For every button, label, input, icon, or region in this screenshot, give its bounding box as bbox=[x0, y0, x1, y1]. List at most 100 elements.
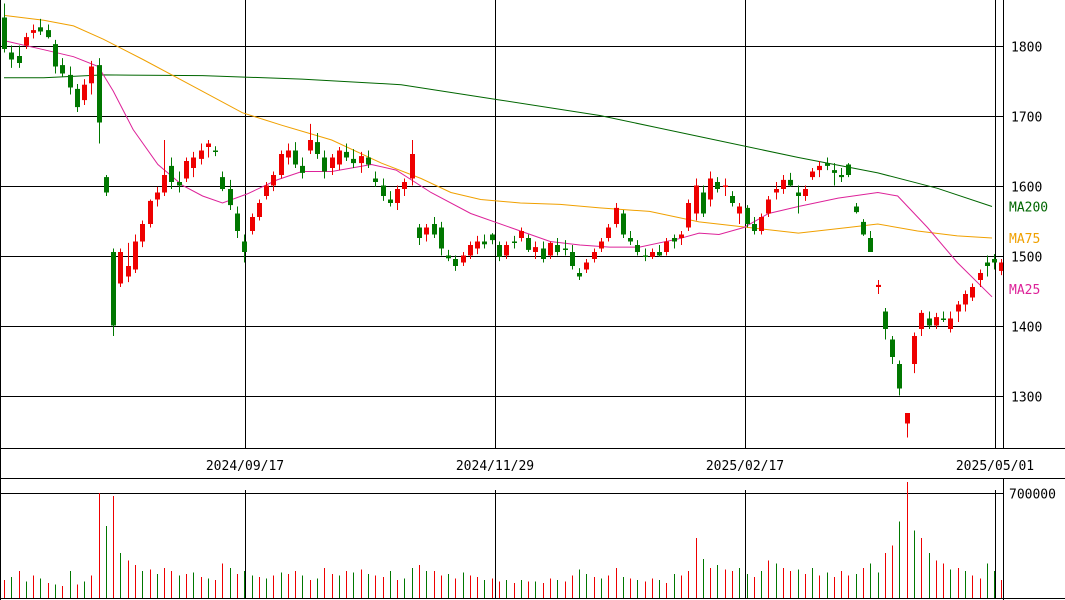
candle bbox=[111, 248, 116, 336]
candle bbox=[592, 248, 597, 263]
candle-body bbox=[257, 203, 262, 217]
candle bbox=[453, 255, 458, 271]
candle-body bbox=[934, 317, 939, 326]
candle-body bbox=[177, 182, 182, 186]
candle-body bbox=[599, 241, 604, 249]
candle-body bbox=[745, 207, 750, 224]
price-tick-label: 1300 bbox=[1011, 391, 1042, 406]
candle-body bbox=[628, 238, 633, 242]
candle-body bbox=[330, 157, 335, 168]
candle bbox=[402, 178, 407, 196]
candle bbox=[941, 311, 946, 322]
candle bbox=[657, 245, 662, 257]
candle-body bbox=[410, 154, 415, 179]
candle-body bbox=[803, 189, 808, 196]
candle-body bbox=[140, 224, 145, 242]
candle bbox=[235, 206, 240, 238]
candle bbox=[927, 311, 932, 329]
candle bbox=[344, 143, 349, 161]
candle bbox=[388, 191, 393, 207]
candle-body bbox=[104, 177, 109, 193]
candle-body bbox=[679, 234, 684, 238]
candle bbox=[992, 254, 997, 270]
candle bbox=[861, 219, 866, 236]
candle-body bbox=[155, 192, 160, 200]
candle bbox=[883, 308, 888, 340]
candle-body bbox=[446, 255, 451, 259]
candle-body bbox=[468, 245, 473, 256]
candle bbox=[912, 332, 917, 374]
candle-body bbox=[701, 192, 706, 214]
candle-body bbox=[584, 262, 589, 270]
candle bbox=[417, 224, 422, 245]
candle-body bbox=[832, 170, 837, 173]
candle-body bbox=[592, 252, 597, 259]
candle bbox=[177, 171, 182, 193]
candle-body bbox=[133, 241, 138, 270]
candle bbox=[257, 199, 262, 221]
candle bbox=[118, 248, 123, 287]
candle bbox=[679, 231, 684, 245]
candle-body bbox=[861, 221, 866, 235]
candle bbox=[330, 154, 335, 175]
candle-body bbox=[905, 413, 910, 424]
candle bbox=[774, 182, 779, 200]
candle-body bbox=[876, 284, 881, 287]
candle-body bbox=[271, 175, 276, 186]
candle bbox=[432, 217, 437, 238]
candle bbox=[322, 150, 327, 179]
candle-body bbox=[206, 143, 211, 147]
candle-body bbox=[322, 157, 327, 172]
price-tick-label: 1500 bbox=[1011, 251, 1042, 266]
candle-body bbox=[497, 245, 502, 257]
candle-body bbox=[817, 165, 822, 171]
candle-body bbox=[927, 318, 932, 326]
candle-body bbox=[737, 206, 742, 214]
candle bbox=[919, 310, 924, 336]
candle bbox=[781, 175, 786, 194]
candle-body bbox=[482, 241, 487, 245]
candle bbox=[548, 241, 553, 259]
candle-body bbox=[97, 65, 102, 123]
candle-body bbox=[60, 65, 65, 74]
candle-body bbox=[715, 182, 720, 189]
candle bbox=[956, 301, 961, 322]
candle-body bbox=[614, 207, 619, 224]
candle bbox=[300, 157, 305, 179]
candle-body bbox=[337, 150, 342, 165]
candle bbox=[439, 221, 444, 256]
candle-body bbox=[890, 339, 895, 357]
candle-body bbox=[475, 241, 480, 249]
candle bbox=[563, 240, 568, 256]
candle bbox=[104, 175, 109, 196]
candle bbox=[410, 140, 415, 186]
candle-body bbox=[366, 157, 371, 165]
candle bbox=[475, 235, 480, 255]
price-tick-label: 1400 bbox=[1011, 321, 1042, 336]
candle bbox=[366, 150, 371, 168]
candle bbox=[242, 234, 247, 263]
candle-body bbox=[9, 52, 14, 60]
candle-body bbox=[657, 252, 662, 256]
candle-body bbox=[82, 84, 87, 101]
price-tick-label: 1700 bbox=[1011, 111, 1042, 126]
candle-body bbox=[381, 185, 386, 196]
candle-body bbox=[300, 165, 305, 173]
candle-body bbox=[461, 255, 466, 263]
candle bbox=[985, 255, 990, 277]
candle-body bbox=[242, 241, 247, 252]
candle-body bbox=[228, 189, 233, 206]
candle-body bbox=[17, 56, 22, 63]
volume-tick-label: 700000 bbox=[1009, 488, 1056, 503]
candle bbox=[810, 168, 815, 180]
candle-body bbox=[650, 252, 655, 257]
candle-body bbox=[453, 259, 458, 266]
candle bbox=[155, 186, 160, 207]
candle-body bbox=[788, 179, 793, 186]
candle-body bbox=[868, 238, 873, 252]
candle-body bbox=[432, 224, 437, 235]
candle bbox=[490, 233, 495, 245]
candle bbox=[686, 199, 691, 231]
candle-body bbox=[351, 158, 356, 164]
